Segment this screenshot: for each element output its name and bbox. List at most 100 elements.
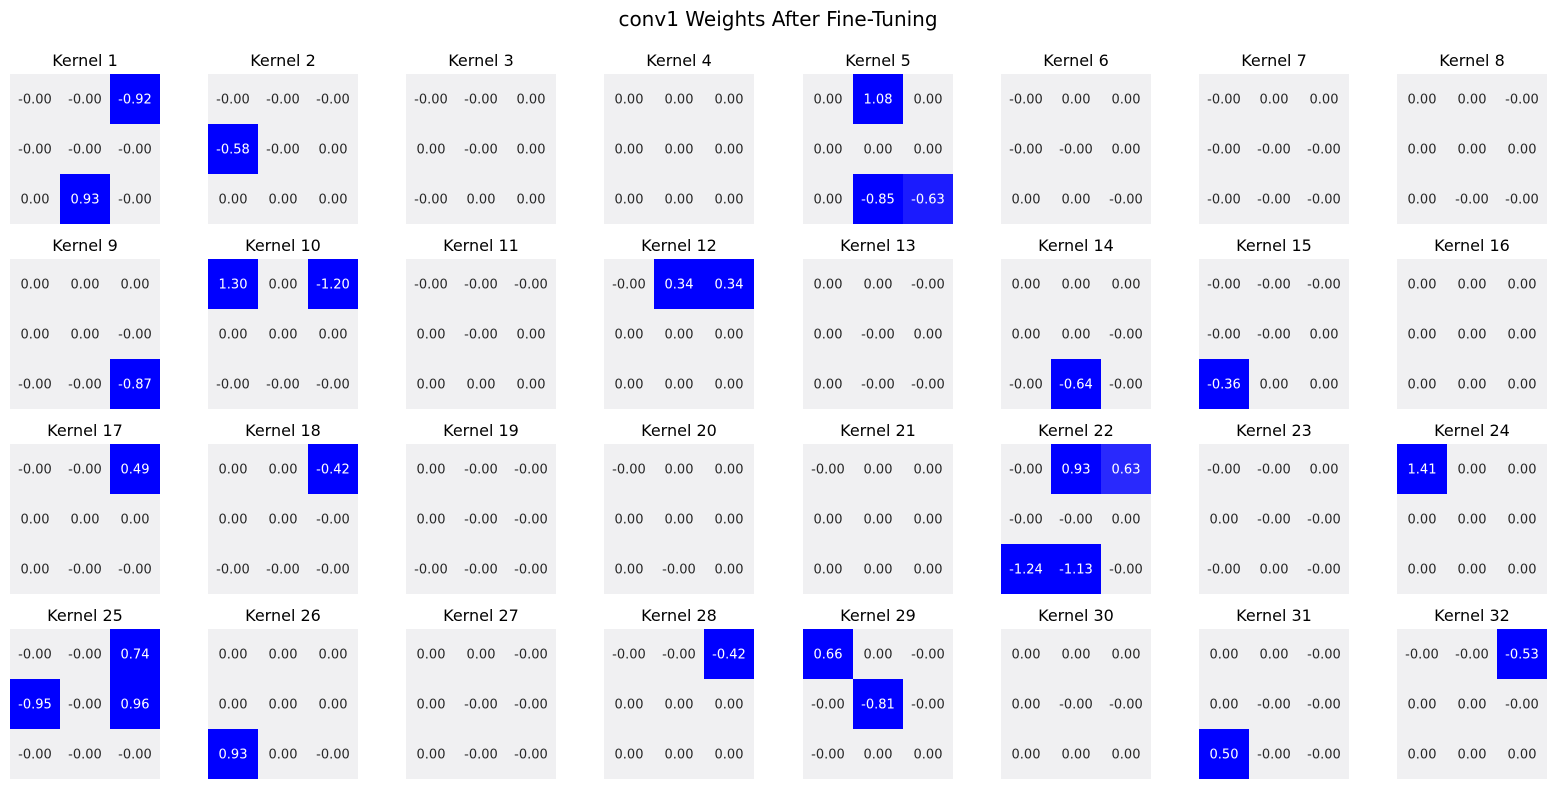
cell-value-label: -0.00 [316,748,350,763]
cell-value-label: 0.00 [914,563,943,578]
heatmap-cell [853,729,903,779]
cell-value-label: 0.00 [21,513,50,528]
cell-value-label: -0.00 [18,378,52,393]
kernel-title: Kernel 15 [1236,236,1312,255]
heatmap-cell [1051,259,1101,309]
heatmap-cell [506,494,556,544]
kernel-panel-30: Kernel 30 0.00 0.00 0.00 0.00 -0.00 -0.00 0.00 0… [1001,606,1151,779]
cell-value-label: -0.87 [118,378,152,393]
heatmap-cell [1101,544,1151,594]
cell-value-label: 0.00 [864,563,893,578]
cell-value-label: -0.00 [811,463,845,478]
cell-value-label: -0.00 [1109,378,1143,393]
cell-value-label: -0.00 [1059,143,1093,158]
heatmap-cell [1051,309,1101,359]
cell-value-label: 0.00 [1458,698,1487,713]
cell-value-label: 1.30 [219,278,248,293]
kernel-panel-20: Kernel 20 -0.00 0.00 0.00 0.00 0.00 0.00 0.00 -0… [604,421,754,594]
cell-value-label: -0.00 [861,328,895,343]
heatmap-cell [10,259,60,309]
cell-value-label: 0.00 [1458,748,1487,763]
heatmap-cell [1497,679,1547,729]
cell-value-label: -0.00 [118,748,152,763]
heatmap-cell [506,444,556,494]
cell-value-label: 0.00 [219,648,248,663]
heatmap-cell [1299,124,1349,174]
heatmap-cell [258,309,308,359]
cell-value-label: -0.00 [1109,193,1143,208]
heatmap-cell [60,494,110,544]
kernel-panel-19: Kernel 19 0.00 -0.00 -0.00 0.00 -0.00 -0.00 -0.… [406,421,556,594]
cell-value-label: -0.00 [1505,698,1539,713]
kernel-panel-24: Kernel 24 1.41 0.00 0.00 0.00 0.00 0.00 0.00 0.0… [1397,421,1547,594]
cell-value-label: 0.00 [517,93,546,108]
kernel-title: Kernel 21 [840,421,916,440]
cell-value-label: -0.00 [118,563,152,578]
cell-value-label: -0.00 [1109,698,1143,713]
heatmap-cell [1051,629,1101,679]
cell-value-label: -0.00 [1307,278,1341,293]
heatmap-cell [1397,124,1447,174]
heatmap-cell [1447,629,1497,679]
heatmap-cell [803,729,853,779]
heatmap-cell [1397,359,1447,409]
heatmap-cell [1249,494,1299,544]
cell-value-label: -0.00 [514,513,548,528]
heatmap-cell [604,174,654,224]
heatmap-cell [1001,544,1051,594]
heatmap-cell [110,544,160,594]
heatmap-cell [654,74,704,124]
kernel-panel-2: Kernel 2 -0.00 -0.00 -0.00 -0.58 -0.00 0.00 0.0… [208,51,358,224]
cell-value-label: 0.00 [914,748,943,763]
kernel-title: Kernel 12 [641,236,717,255]
heatmap-cell [654,124,704,174]
cell-value-label: 0.00 [615,513,644,528]
heatmap-cell [208,259,258,309]
cell-value-label: 0.00 [1310,328,1339,343]
cell-value-label: -0.00 [464,328,498,343]
kernel-panel-15: Kernel 15 -0.00 -0.00 -0.00 -0.00 -0.00 0.00 -0… [1199,236,1349,409]
heatmap-cell [604,74,654,124]
heatmap-cell [1397,679,1447,729]
cell-value-label: -0.00 [811,748,845,763]
cell-value-label: -0.42 [712,648,746,663]
cell-value-label: -0.00 [216,93,250,108]
heatmap-cell [308,124,358,174]
cell-value-label: -0.36 [1207,378,1241,393]
cell-value-label: -0.00 [1257,748,1291,763]
heatmap-cell [110,629,160,679]
heatmap-cell [1497,494,1547,544]
heatmap-cell [60,124,110,174]
heatmap-cell [1497,259,1547,309]
heatmap-cell [903,309,953,359]
heatmap-cell [1199,359,1249,409]
cell-value-label: -0.00 [414,278,448,293]
cell-value-label: 0.00 [715,748,744,763]
heatmap-cell [1001,309,1051,359]
cell-value-label: 0.00 [665,193,694,208]
heatmap-cell [803,259,853,309]
kernel-title: Kernel 18 [245,421,321,440]
heatmap-cell [60,174,110,224]
heatmap-cell [903,444,953,494]
heatmap-cell [456,174,506,224]
cell-value-label: -0.00 [414,563,448,578]
heatmap-cell [1299,629,1349,679]
cell-value-label: 0.00 [665,93,694,108]
cell-value-label: 0.00 [1508,513,1537,528]
cell-value-label: 0.00 [21,563,50,578]
heatmap-cell [1001,259,1051,309]
kernel-panel-12: Kernel 12 -0.00 0.34 0.34 0.00 0.00 0.00 0.00 0.… [604,236,754,409]
cell-value-label: 0.00 [615,93,644,108]
heatmap-cell [60,74,110,124]
cell-value-label: -0.00 [811,698,845,713]
cell-value-label: 0.00 [1508,378,1537,393]
heatmap-cell [1447,494,1497,544]
heatmap-cell [1101,259,1151,309]
cell-value-label: -0.00 [662,563,696,578]
cell-value-label: -0.58 [216,143,250,158]
kernel-panels: Kernel 1 -0.00 -0.00 -0.92 -0.00 -0.00 -0.00 0.… [10,51,1547,779]
heatmap-cell [208,679,258,729]
heatmap-cell [704,259,754,309]
